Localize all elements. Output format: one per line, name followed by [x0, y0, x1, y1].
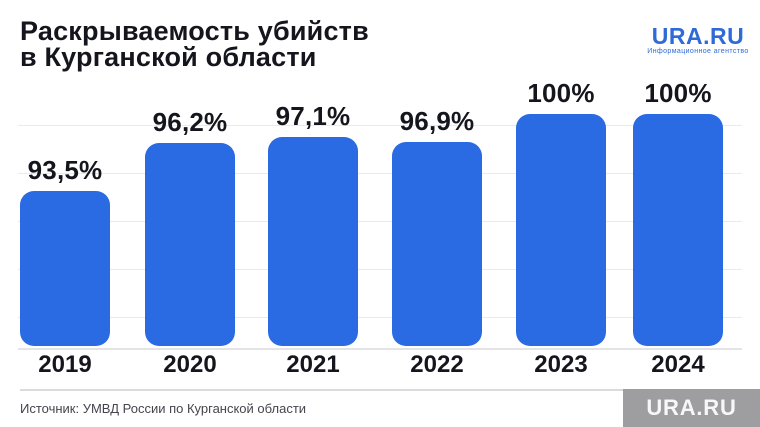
x-axis-label: 2022 [410, 351, 464, 378]
x-axis-label: 2023 [534, 351, 588, 378]
bar-2021 [268, 137, 358, 346]
gridline [18, 125, 742, 126]
gridline [18, 269, 742, 270]
footer-divider [20, 389, 623, 391]
gridline [18, 173, 742, 174]
gridline [18, 221, 742, 222]
watermark-text: URA.RU [646, 395, 737, 420]
x-axis-label: 2021 [286, 351, 340, 378]
bar-value-label: 97,1% [275, 101, 351, 131]
gridline [18, 317, 742, 318]
page-title-line1: Раскрываемость убийств [20, 16, 369, 46]
x-axis-label: 2020 [163, 351, 217, 378]
bar-value-label: 93,5% [27, 155, 103, 185]
bar-value-label: 100% [527, 78, 595, 108]
page-title: Раскрываемость убийств в Курганской обла… [20, 16, 369, 72]
bar-2023 [516, 114, 606, 346]
x-axis-line [18, 348, 742, 350]
bar-value-label: 100% [644, 78, 712, 108]
page-title-line2: в Курганской области [20, 42, 317, 72]
x-axis-label: 2019 [38, 351, 92, 378]
bar-value-label: 96,2% [152, 107, 228, 137]
logo-tagline: Информационное агентство [647, 48, 749, 55]
x-axis-label: 2024 [651, 351, 705, 378]
bar-2020 [145, 143, 235, 346]
ura-ru-logo: URA.RU Информационное агентство [646, 24, 750, 56]
bar-2019 [20, 191, 110, 346]
bar-2022 [392, 142, 482, 346]
watermark-badge: URA.RU [623, 389, 760, 427]
source-caption: Источник: УМВД России по Курганской обла… [20, 401, 307, 416]
logo-wordmark: URA.RU [651, 23, 745, 49]
bar-value-label: 96,9% [399, 106, 475, 136]
bar-2024 [633, 114, 723, 346]
